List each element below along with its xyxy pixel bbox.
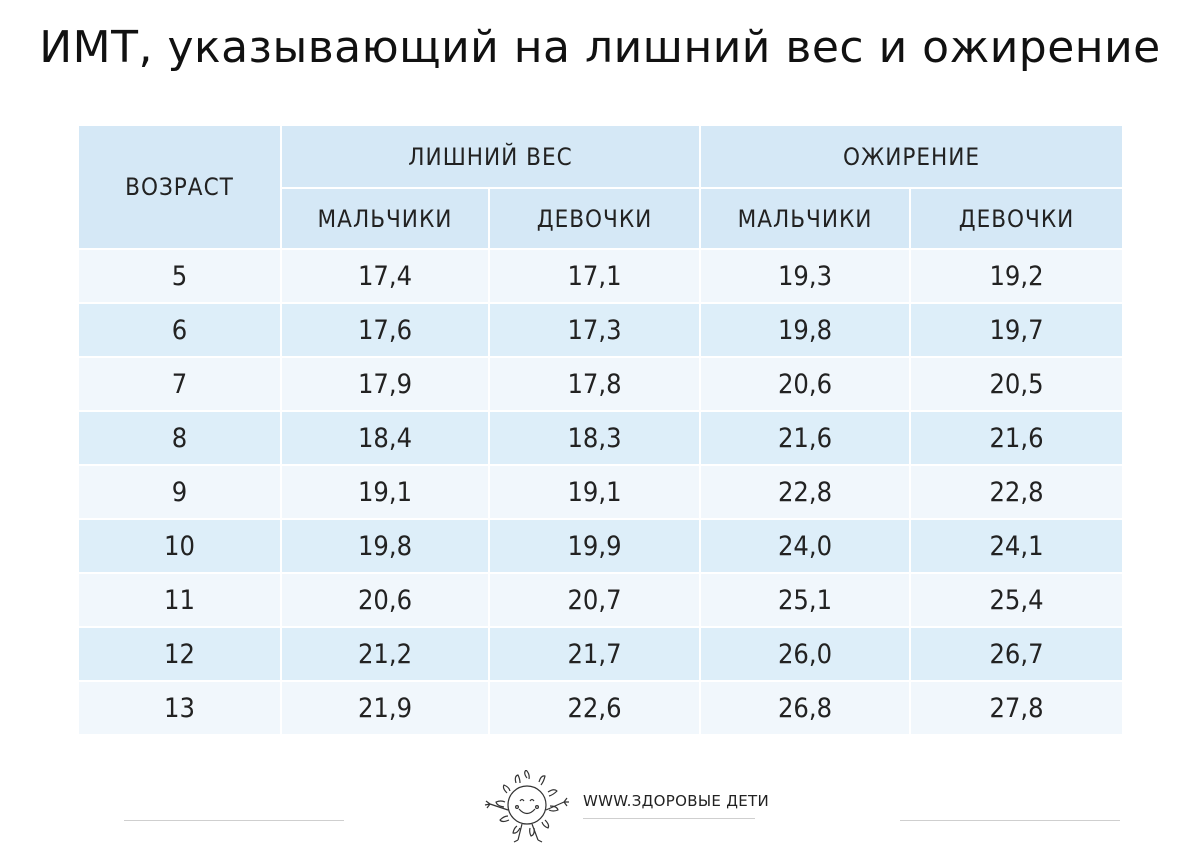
overweight-girls-cell: 22,6 — [490, 682, 702, 736]
age-cell: 13 — [79, 682, 282, 736]
overweight-boys-cell: 21,2 — [282, 628, 490, 682]
overweight-boys-header: МАЛЬЧИКИ — [282, 189, 490, 250]
sun-face-icon — [482, 769, 572, 846]
obesity-boys-cell: 19,3 — [701, 250, 912, 304]
footer-divider-right — [900, 820, 1120, 821]
obesity-girls-cell: 19,2 — [911, 250, 1123, 304]
obesity-group-header: ОЖИРЕНИЕ — [701, 126, 1123, 189]
overweight-girls-cell: 19,9 — [490, 520, 702, 574]
age-cell: 11 — [79, 574, 282, 628]
overweight-boys-cell: 17,6 — [282, 304, 490, 358]
age-cell: 6 — [79, 304, 282, 358]
obesity-boys-cell: 24,0 — [701, 520, 912, 574]
obesity-boys-cell: 19,8 — [701, 304, 912, 358]
page-title: ИМТ, указывающий на лишний вес и ожирени… — [39, 22, 1161, 73]
website-label[interactable]: WWW.ЗДОРОВЫЕ ДЕТИ — [583, 792, 769, 810]
age-cell: 8 — [79, 412, 282, 466]
bmi-table: ВОЗРАСТ ЛИШНИЙ ВЕС ОЖИРЕНИЕ МАЛЬЧИКИ ДЕВ… — [79, 126, 1123, 736]
table-row: 11 20,6 20,7 25,1 25,4 — [79, 574, 1123, 628]
age-cell: 5 — [79, 250, 282, 304]
obesity-girls-cell: 20,5 — [911, 358, 1123, 412]
table-row: 7 17,9 17,8 20,6 20,5 — [79, 358, 1123, 412]
age-cell: 12 — [79, 628, 282, 682]
overweight-boys-cell: 20,6 — [282, 574, 490, 628]
obesity-boys-header: МАЛЬЧИКИ — [701, 189, 912, 250]
obesity-girls-cell: 26,7 — [911, 628, 1123, 682]
overweight-girls-cell: 17,3 — [490, 304, 702, 358]
obesity-boys-cell: 26,0 — [701, 628, 912, 682]
table-body: 5 17,4 17,1 19,3 19,2 6 17,6 17,3 19,8 19,7 7 17,9 1… — [79, 250, 1123, 736]
overweight-boys-cell: 18,4 — [282, 412, 490, 466]
obesity-girls-cell: 27,8 — [911, 682, 1123, 736]
overweight-boys-cell: 19,8 — [282, 520, 490, 574]
obesity-girls-cell: 19,7 — [911, 304, 1123, 358]
age-cell: 10 — [79, 520, 282, 574]
obesity-girls-cell: 21,6 — [911, 412, 1123, 466]
obesity-girls-cell: 24,1 — [911, 520, 1123, 574]
table-row: 13 21,9 22,6 26,8 27,8 — [79, 682, 1123, 736]
overweight-boys-cell: 21,9 — [282, 682, 490, 736]
obesity-boys-cell: 21,6 — [701, 412, 912, 466]
overweight-boys-cell: 17,9 — [282, 358, 490, 412]
table-row: 12 21,2 21,7 26,0 26,7 — [79, 628, 1123, 682]
table-row: 5 17,4 17,1 19,3 19,2 — [79, 250, 1123, 304]
overweight-boys-cell: 19,1 — [282, 466, 490, 520]
footer-divider-left — [124, 820, 344, 821]
age-column-header: ВОЗРАСТ — [79, 126, 282, 250]
overweight-girls-cell: 17,8 — [490, 358, 702, 412]
age-cell: 7 — [79, 358, 282, 412]
overweight-girls-cell: 21,7 — [490, 628, 702, 682]
obesity-girls-cell: 22,8 — [911, 466, 1123, 520]
age-cell: 9 — [79, 466, 282, 520]
overweight-girls-cell: 19,1 — [490, 466, 702, 520]
footer: WWW.ЗДОРОВЫЕ ДЕТИ — [0, 768, 1200, 848]
overweight-boys-cell: 17,4 — [282, 250, 490, 304]
overweight-group-header: ЛИШНИЙ ВЕС — [282, 126, 702, 189]
overweight-girls-header: ДЕВОЧКИ — [490, 189, 702, 250]
obesity-boys-cell: 25,1 — [701, 574, 912, 628]
table-row: 8 18,4 18,3 21,6 21,6 — [79, 412, 1123, 466]
obesity-girls-cell: 25,4 — [911, 574, 1123, 628]
table-row: 10 19,8 19,9 24,0 24,1 — [79, 520, 1123, 574]
overweight-girls-cell: 17,1 — [490, 250, 702, 304]
table-row: 6 17,6 17,3 19,8 19,7 — [79, 304, 1123, 358]
table-row: 9 19,1 19,1 22,8 22,8 — [79, 466, 1123, 520]
website-underline — [583, 818, 755, 819]
obesity-boys-cell: 20,6 — [701, 358, 912, 412]
overweight-girls-cell: 18,3 — [490, 412, 702, 466]
obesity-boys-cell: 22,8 — [701, 466, 912, 520]
obesity-girls-header: ДЕВОЧКИ — [911, 189, 1123, 250]
obesity-boys-cell: 26,8 — [701, 682, 912, 736]
overweight-girls-cell: 20,7 — [490, 574, 702, 628]
table-header: ВОЗРАСТ ЛИШНИЙ ВЕС ОЖИРЕНИЕ МАЛЬЧИКИ ДЕВ… — [79, 126, 1123, 250]
